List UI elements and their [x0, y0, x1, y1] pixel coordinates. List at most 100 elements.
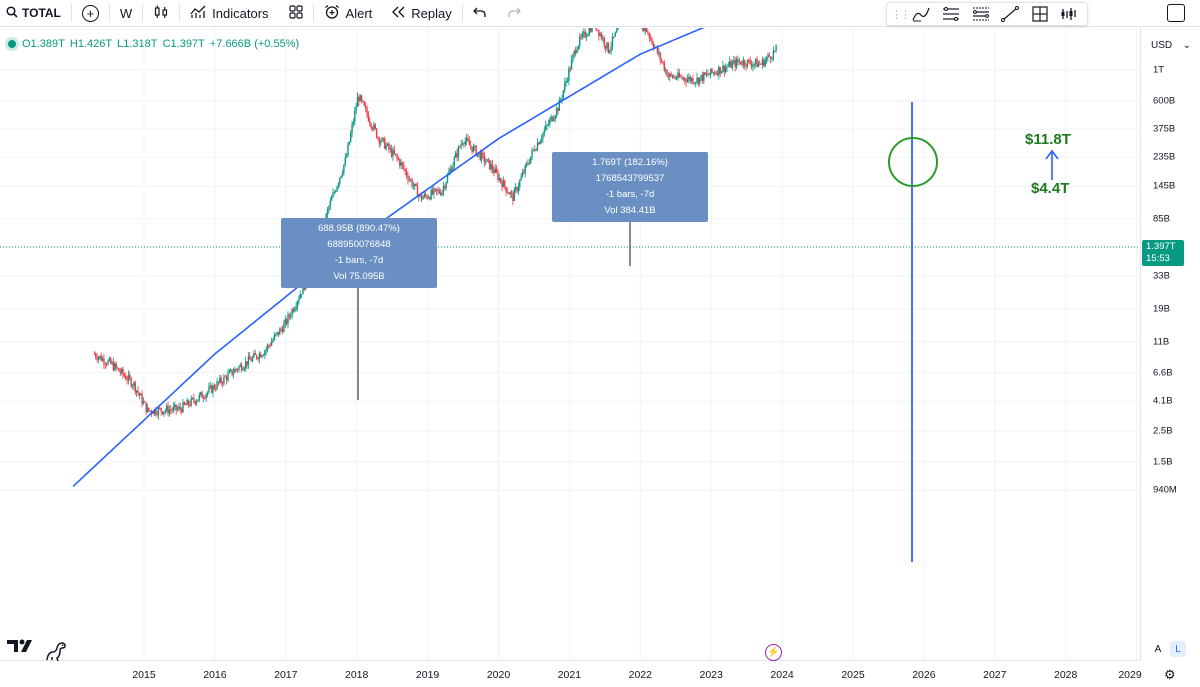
- candle-body: [405, 170, 408, 176]
- candle-body: [731, 62, 734, 68]
- candle-body: [382, 137, 385, 139]
- candle-body: [483, 154, 486, 163]
- settings-icon[interactable]: ⚙: [1164, 667, 1176, 682]
- candle-body: [163, 411, 165, 415]
- candle-body: [544, 125, 547, 131]
- indicators-button[interactable]: Indicators: [180, 0, 278, 26]
- candle-body: [168, 409, 171, 414]
- trendline-tool-icon[interactable]: [997, 4, 1024, 24]
- candle-body: [371, 127, 374, 130]
- tooltip-line: 1.769T (182.16%) 1768543799537: [592, 157, 668, 184]
- open-value: O1.389T: [22, 38, 65, 50]
- candle-body: [607, 42, 610, 53]
- candle-body: [474, 145, 476, 147]
- rewind-icon: [392, 6, 406, 21]
- candle-body: [554, 115, 556, 119]
- candle-body: [591, 28, 593, 32]
- candle-body: [182, 402, 184, 413]
- replay-button[interactable]: Replay: [382, 0, 461, 26]
- close-value: C1.397T: [162, 38, 205, 50]
- candle-body: [381, 137, 383, 142]
- candle-body: [617, 28, 619, 31]
- candle-body: [487, 159, 490, 161]
- candle-body: [262, 355, 265, 356]
- candle-body: [719, 66, 721, 74]
- compare-button[interactable]: +: [72, 0, 109, 26]
- candle-body: [536, 142, 539, 150]
- lightning-icon[interactable]: ⚡: [765, 644, 782, 661]
- fullscreen-icon[interactable]: [1167, 4, 1185, 22]
- time-tick-label: 2019: [415, 669, 440, 681]
- candle-body: [558, 99, 561, 112]
- candle-body: [179, 406, 181, 410]
- undo-button[interactable]: [463, 0, 497, 26]
- redo-button[interactable]: [497, 0, 531, 26]
- candle-body: [374, 124, 376, 129]
- candle-body: [652, 43, 655, 48]
- chevron-down-icon: ⌄: [1182, 39, 1191, 51]
- candle-body: [538, 142, 540, 145]
- candle-body: [270, 341, 273, 346]
- log-scale-button[interactable]: L: [1170, 641, 1186, 657]
- chart-type-button[interactable]: [143, 0, 179, 26]
- candle-body: [269, 345, 271, 347]
- candle-body: [519, 180, 521, 187]
- candle-body: [101, 358, 104, 361]
- candle-body: [772, 50, 775, 59]
- candle-body: [265, 348, 267, 352]
- time-axis[interactable]: 2015 2016 2017 2018 2019 2020 2021 2022 2023 2024…: [0, 660, 1142, 687]
- price-chart[interactable]: [0, 28, 1140, 660]
- candle-body: [697, 77, 700, 84]
- candle-body: [422, 197, 424, 200]
- candle-body: [735, 59, 738, 67]
- candle-body: [351, 124, 353, 134]
- indicators-label: Indicators: [212, 5, 269, 21]
- candle-body: [130, 378, 132, 387]
- candle-body: [230, 369, 232, 372]
- candle-body: [599, 33, 601, 36]
- price-tick-label: 600B: [1153, 95, 1176, 107]
- candle-body: [734, 60, 736, 67]
- bars-pattern-icon[interactable]: [1056, 4, 1083, 24]
- candle-body: [673, 76, 675, 78]
- candle-body: [585, 36, 588, 38]
- templates-button[interactable]: [279, 0, 313, 26]
- candle-body: [283, 323, 285, 333]
- candle-body: [453, 157, 456, 166]
- currency-select[interactable]: USD ⌄: [1146, 36, 1196, 54]
- candle-body: [675, 78, 678, 80]
- alert-button[interactable]: Alert: [314, 0, 383, 26]
- price-axis[interactable]: 1T600B375B235B145B85B53B33B19B11B6.6B4.1…: [1140, 28, 1200, 660]
- currency-label: USD: [1151, 39, 1173, 51]
- candle-body: [442, 186, 445, 192]
- candle-body: [205, 394, 207, 399]
- candle-body: [509, 192, 511, 195]
- candle-body: [191, 397, 194, 399]
- candle-body: [399, 159, 401, 166]
- pitchfork-tool-icon[interactable]: [967, 4, 994, 24]
- candle-body: [215, 388, 217, 390]
- candle-body: [135, 390, 138, 393]
- candle-body: [674, 76, 676, 79]
- candle-body: [565, 81, 567, 83]
- candle-body: [433, 188, 435, 195]
- fib-tool-icon[interactable]: [938, 4, 965, 24]
- candle-body: [648, 33, 650, 38]
- candle-body: [525, 163, 528, 165]
- crosshair-tool-icon[interactable]: [1027, 4, 1054, 24]
- candle-body: [769, 56, 772, 60]
- candle-body: [332, 192, 334, 198]
- candle-body: [144, 401, 146, 403]
- low-value: L1.318T: [117, 38, 158, 50]
- interval-button[interactable]: W: [110, 0, 142, 26]
- candle-body: [472, 146, 475, 152]
- drag-handle-icon[interactable]: ⋮⋮: [891, 8, 911, 21]
- auto-scale-button[interactable]: A: [1154, 643, 1162, 655]
- symbol-search[interactable]: TOTAL: [0, 0, 71, 26]
- time-tick-label: 2021: [557, 669, 582, 681]
- candle-body: [595, 28, 597, 30]
- candle-body: [647, 31, 649, 34]
- brush-tool-icon[interactable]: [908, 4, 935, 24]
- candle-body: [99, 355, 101, 358]
- candle-body: [198, 394, 201, 400]
